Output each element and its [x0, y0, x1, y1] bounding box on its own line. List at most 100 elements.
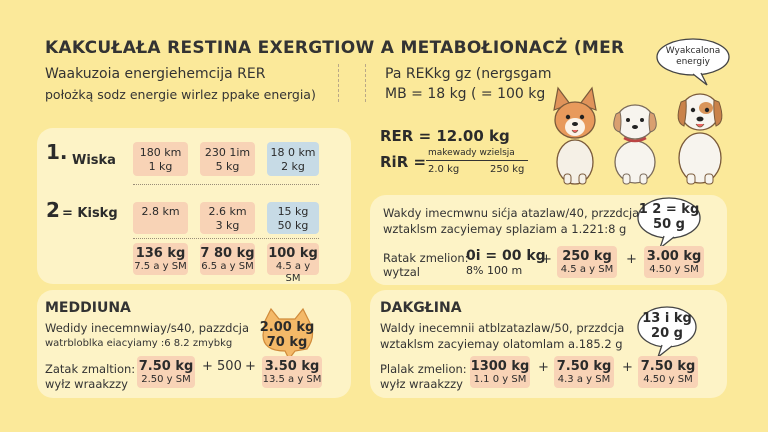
bottom-right-result-2: 7.50 kg 4.3 a y SM: [554, 356, 614, 388]
result-sub: 7.5 a y SM: [134, 261, 187, 272]
formula-fraction-top: makewady wzielsja: [428, 148, 515, 158]
row1-cell-1: 180 km 1 kg: [133, 142, 188, 176]
formula-rir: RiR =: [380, 153, 427, 171]
result-value: 100 kg: [268, 246, 318, 261]
bottom-right-result-1: 1300 kg 1.1 0 y SM: [470, 356, 530, 388]
row1-cell-3: 18 0 km 2 kg: [267, 142, 319, 176]
plus-sign: +: [538, 360, 549, 375]
bottom-left-text2: watrbloblka eiacyiamy :6 8.2 zmybkg: [45, 338, 233, 349]
cell-value: 2.6 km: [208, 205, 247, 218]
bottom-right-text2: wztaklsm zacyiemay olatomlam a.185.2 g: [380, 337, 623, 351]
subtitle-right-line2: MB = 18 kg ( = 100 kg: [385, 86, 546, 102]
result-value: 250 kg: [562, 249, 612, 264]
bubble-line2: 20 g: [651, 326, 683, 341]
right-top-result-1: 250 kg 4.5 a y SM: [557, 246, 617, 278]
cell-value: 50 kg: [277, 219, 309, 232]
result-value: 7.50 kg: [138, 359, 194, 374]
result-sub: 13.5 a y SM: [262, 374, 322, 385]
bottom-left-operator: + 500: [202, 359, 242, 374]
row2-cell-2: 2.6 km 3 kg: [200, 202, 255, 234]
bottom-right-calc-label2: wyłz wraakzzy: [380, 377, 463, 391]
bottom-left-text1: Wedidy inecemnwiay/s40, pazzdcja: [45, 321, 250, 335]
bottom-right-bubble: 13 i kg 20 g: [636, 305, 698, 359]
row2-number: 2: [46, 198, 60, 222]
subtitle-left-line1: Waakuzoia energiehemcija RER: [45, 66, 266, 82]
bottom-right-text1: Waldy inecemnii atblzatazlaw/50, przzdcj…: [380, 321, 625, 335]
bottom-right-calc-label1: Plalak zmelion:: [380, 362, 467, 376]
right-top-result-2: 3.00 kg 4.50 y SM: [644, 246, 704, 278]
bottom-left-calc-label1: Zatak zmaltion:: [45, 362, 136, 376]
result-value: 3.50 kg: [264, 359, 320, 374]
result-value: 1300 kg: [470, 359, 530, 374]
bubble-line1: 1 2 = kg: [638, 202, 700, 217]
result-sub: 6.5 a y SM: [201, 261, 254, 272]
result-value: 7.50 kg: [640, 359, 696, 374]
page-title: KAKCUŁAŁA RESTINA EXERGTIOW A METABOŁION…: [45, 38, 625, 58]
dotted-separator: [133, 238, 319, 239]
cell-value: 3 kg: [215, 219, 240, 232]
cell-value: 18 0 km: [270, 146, 316, 159]
right-top-calc-label2: wytzal: [383, 265, 420, 279]
result-sub: 1.1 0 y SM: [473, 374, 527, 385]
plus-sign: +: [245, 359, 256, 374]
cat-badge-line1: 2.00 kg: [259, 320, 315, 335]
cell-value: 2 kg: [281, 160, 305, 173]
bottom-right-result-3: 7.50 kg 4.50 y SM: [638, 356, 698, 388]
speech-bubble-line2: energiy: [676, 57, 710, 67]
bottom-left-calc-label2: wyłz wraakzzy: [45, 377, 128, 391]
cell-value: 15 kg: [277, 205, 309, 218]
cat-icon: [262, 307, 314, 359]
row1-cell-2: 230 1im 5 kg: [200, 142, 255, 176]
right-top-text2: wztaklsm zacyiemay splaziam a 1.221:8 g: [383, 222, 627, 236]
cell-value: 2.8 km: [141, 205, 180, 218]
bubble-shape: [637, 306, 697, 359]
right-top-text1: Wakdy imecmwnu sićja atazlaw/40, przzdcj…: [383, 206, 640, 220]
right-top-calc-sub: 8% 100 m: [466, 264, 523, 277]
cell-value: 5 kg: [215, 160, 240, 173]
result-value: 136 kg: [135, 246, 186, 261]
formula-fraction-right: 250 kg: [490, 164, 525, 175]
row1-label: Wiska: [72, 153, 116, 168]
result-value: 3.00 kg: [646, 249, 702, 264]
plus-sign: +: [626, 252, 637, 267]
bubble-line2: 50 g: [653, 217, 685, 232]
bottom-left-result-1: 7.50 kg 2.50 y SM: [137, 356, 195, 388]
dog-corgi-icon: [553, 86, 597, 185]
result-sub: 4.50 y SM: [649, 264, 699, 275]
row2-label: = Kiskg: [62, 206, 118, 221]
row1-number: 1.: [46, 140, 68, 164]
formula-fraction-left: 2.0 kg: [428, 164, 460, 175]
bottom-left-result-2: 3.50 kg 13.5 a y SM: [262, 356, 322, 388]
cat-badge: 2.00 kg 70 kg: [255, 307, 319, 359]
row2-cell-1: 2.8 km: [133, 202, 188, 234]
plus-sign: +: [622, 360, 633, 375]
dogs-illustration: [553, 86, 723, 185]
bottom-left-heading: MEDDIUNA: [45, 300, 131, 316]
fraction-line: [426, 160, 528, 161]
right-top-calc-label1: Ratak zmelion:: [383, 251, 469, 265]
left-result-1: 136 kg 7.5 a y SM: [133, 243, 188, 275]
divider: [365, 64, 366, 102]
dog-brown-icon: [677, 93, 723, 185]
cell-value: 1 kg: [148, 160, 173, 173]
speech-bubble-line1: Wyakcalona: [665, 46, 721, 56]
cell-value: 230 1im: [204, 146, 251, 159]
dotted-separator: [133, 184, 319, 185]
divider: [338, 64, 339, 102]
speech-bubble-top: Wyakcalona energiy: [655, 37, 731, 86]
left-result-2: 7 80 kg 6.5 a y SM: [200, 243, 255, 275]
result-sub: 4.5 a y SM: [560, 264, 614, 275]
result-sub: 4.50 y SM: [643, 374, 693, 385]
formula-rer: RER = 12.00 kg: [380, 127, 510, 145]
left-result-3: 100 kg 4.5 a y SM: [267, 243, 319, 284]
plus-sign: +: [541, 252, 552, 267]
dog-white-icon: [613, 104, 657, 185]
subtitle-right-line1: Pa REKkg gz (nergsgam: [385, 66, 552, 82]
result-sub: 2.50 y SM: [141, 374, 191, 385]
right-top-calc-value: 0i = 00 kg: [466, 248, 546, 264]
row2-cell-3: 15 kg 50 kg: [267, 202, 319, 234]
result-value: 7.50 kg: [556, 359, 612, 374]
result-sub: 4.3 a y SM: [557, 374, 611, 385]
subtitle-left-line2: położką sodz energie wirlez ppake energi…: [45, 87, 316, 102]
speech-bubble-shape: [656, 38, 730, 86]
